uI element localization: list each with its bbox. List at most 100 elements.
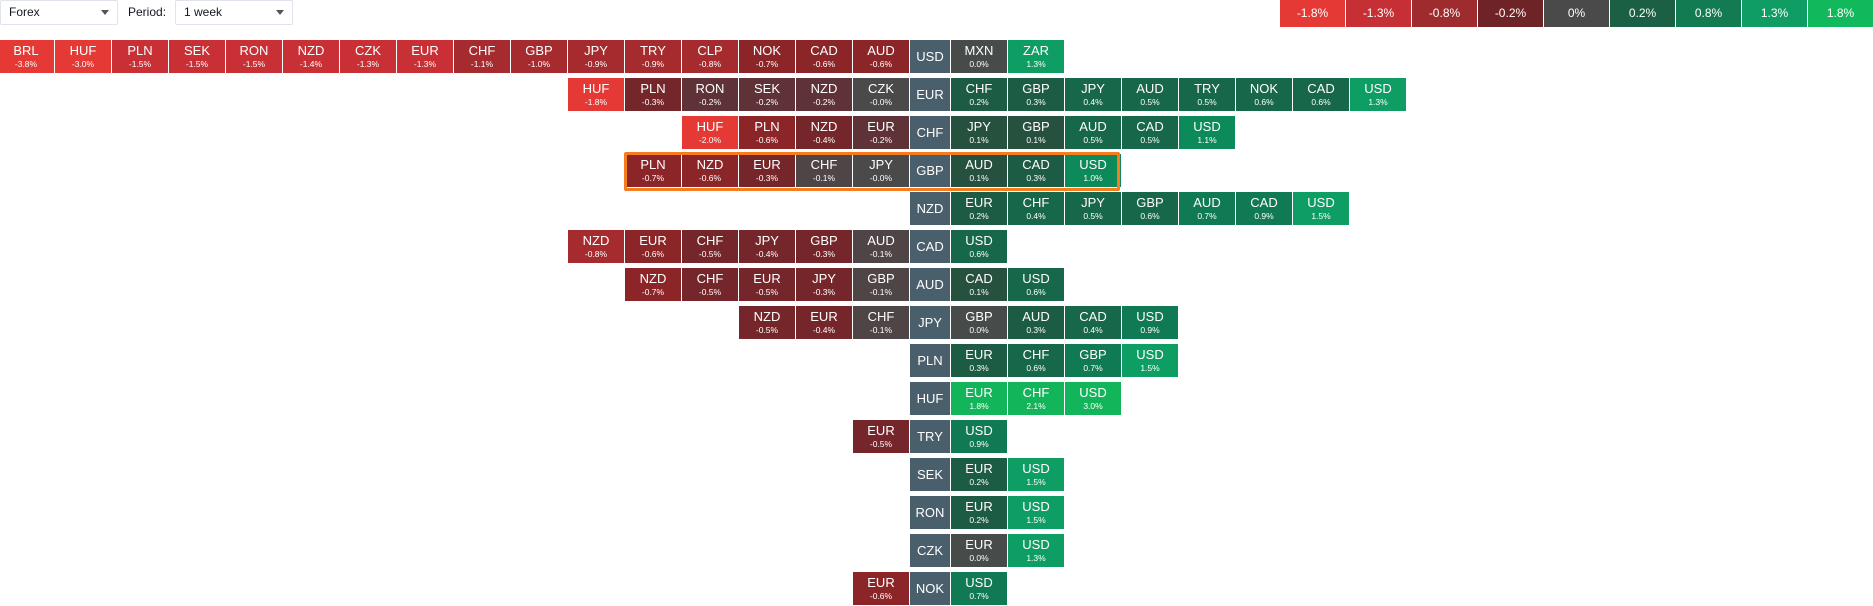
pair-cell-eur-jpy[interactable]: JPY 0.4% [1065,78,1121,111]
pair-cell-usd-czk[interactable]: CZK -1.3% [340,40,396,73]
pair-cell-usd-clp[interactable]: CLP -0.8% [682,40,738,73]
pair-cell-jpy-cad[interactable]: CAD 0.4% [1065,306,1121,339]
pair-cell-huf-chf[interactable]: CHF 2.1% [1008,382,1064,415]
pair-cell-nzd-eur[interactable]: EUR 0.2% [951,192,1007,225]
pair-cell-eur-nok[interactable]: NOK 0.6% [1236,78,1292,111]
pair-cell-chf-jpy[interactable]: JPY 0.1% [951,116,1007,149]
base-currency-jpy[interactable]: JPY [910,306,950,339]
pair-cell-eur-ron[interactable]: RON -0.2% [682,78,738,111]
pair-cell-gbp-jpy[interactable]: JPY -0.0% [853,154,909,187]
pair-cell-nzd-chf[interactable]: CHF 0.4% [1008,192,1064,225]
pair-cell-usd-try[interactable]: TRY -0.9% [625,40,681,73]
period-select[interactable]: 1 week [175,0,293,25]
pair-cell-usd-huf[interactable]: HUF -3.0% [55,40,111,73]
base-currency-gbp[interactable]: GBP [910,154,950,187]
pair-cell-jpy-eur[interactable]: EUR -0.4% [796,306,852,339]
pair-cell-eur-huf[interactable]: HUF -1.8% [568,78,624,111]
pair-cell-usd-zar[interactable]: ZAR 1.3% [1008,40,1064,73]
pair-cell-nzd-cad[interactable]: CAD 0.9% [1236,192,1292,225]
pair-cell-jpy-nzd[interactable]: NZD -0.5% [739,306,795,339]
market-select[interactable]: Forex [0,0,118,25]
base-currency-try[interactable]: TRY [910,420,950,453]
pair-cell-eur-pln[interactable]: PLN -0.3% [625,78,681,111]
pair-cell-cad-usd[interactable]: USD 0.6% [951,230,1007,263]
pair-cell-usd-cad[interactable]: CAD -0.6% [796,40,852,73]
pair-cell-gbp-aud[interactable]: AUD 0.1% [951,154,1007,187]
pair-cell-pln-gbp[interactable]: GBP 0.7% [1065,344,1121,377]
pair-cell-aud-jpy[interactable]: JPY -0.3% [796,268,852,301]
pair-cell-usd-mxn[interactable]: MXN 0.0% [951,40,1007,73]
pair-cell-chf-pln[interactable]: PLN -0.6% [739,116,795,149]
pair-cell-czk-usd[interactable]: USD 1.3% [1008,534,1064,567]
pair-cell-chf-aud[interactable]: AUD 0.5% [1065,116,1121,149]
pair-cell-cad-aud[interactable]: AUD -0.1% [853,230,909,263]
base-currency-sek[interactable]: SEK [910,458,950,491]
pair-cell-eur-nzd[interactable]: NZD -0.2% [796,78,852,111]
pair-cell-pln-usd[interactable]: USD 1.5% [1122,344,1178,377]
pair-cell-chf-gbp[interactable]: GBP 0.1% [1008,116,1064,149]
pair-cell-eur-aud[interactable]: AUD 0.5% [1122,78,1178,111]
pair-cell-cad-nzd[interactable]: NZD -0.8% [568,230,624,263]
pair-cell-pln-chf[interactable]: CHF 0.6% [1008,344,1064,377]
pair-cell-chf-eur[interactable]: EUR -0.2% [853,116,909,149]
base-currency-pln[interactable]: PLN [910,344,950,377]
pair-cell-cad-chf[interactable]: CHF -0.5% [682,230,738,263]
pair-cell-chf-nzd[interactable]: NZD -0.4% [796,116,852,149]
pair-cell-usd-gbp[interactable]: GBP -1.0% [511,40,567,73]
pair-cell-huf-usd[interactable]: USD 3.0% [1065,382,1121,415]
pair-cell-usd-sek[interactable]: SEK -1.5% [169,40,225,73]
pair-cell-nzd-usd[interactable]: USD 1.5% [1293,192,1349,225]
pair-cell-eur-gbp[interactable]: GBP 0.3% [1008,78,1064,111]
pair-cell-nok-eur[interactable]: EUR -0.6% [853,572,909,605]
pair-cell-gbp-usd[interactable]: USD 1.0% [1065,154,1121,187]
pair-cell-usd-pln[interactable]: PLN -1.5% [112,40,168,73]
pair-cell-eur-usd[interactable]: USD 1.3% [1350,78,1406,111]
pair-cell-gbp-eur[interactable]: EUR -0.3% [739,154,795,187]
base-currency-nzd[interactable]: NZD [910,192,950,225]
pair-cell-chf-huf[interactable]: HUF -2.0% [682,116,738,149]
pair-cell-try-eur[interactable]: EUR -0.5% [853,420,909,453]
pair-cell-gbp-nzd[interactable]: NZD -0.6% [682,154,738,187]
pair-cell-jpy-chf[interactable]: CHF -0.1% [853,306,909,339]
pair-cell-usd-jpy[interactable]: JPY -0.9% [568,40,624,73]
pair-cell-jpy-gbp[interactable]: GBP 0.0% [951,306,1007,339]
pair-cell-eur-chf[interactable]: CHF 0.2% [951,78,1007,111]
pair-cell-aud-cad[interactable]: CAD 0.1% [951,268,1007,301]
base-currency-aud[interactable]: AUD [910,268,950,301]
pair-cell-czk-eur[interactable]: EUR 0.0% [951,534,1007,567]
pair-cell-chf-cad[interactable]: CAD 0.5% [1122,116,1178,149]
pair-cell-gbp-chf[interactable]: CHF -0.1% [796,154,852,187]
pair-cell-gbp-cad[interactable]: CAD 0.3% [1008,154,1064,187]
base-currency-eur[interactable]: EUR [910,78,950,111]
base-currency-ron[interactable]: RON [910,496,950,529]
pair-cell-cad-eur[interactable]: EUR -0.6% [625,230,681,263]
pair-cell-ron-usd[interactable]: USD 1.5% [1008,496,1064,529]
pair-cell-try-usd[interactable]: USD 0.9% [951,420,1007,453]
pair-cell-aud-usd[interactable]: USD 0.6% [1008,268,1064,301]
pair-cell-eur-try[interactable]: TRY 0.5% [1179,78,1235,111]
pair-cell-aud-gbp[interactable]: GBP -0.1% [853,268,909,301]
pair-cell-eur-czk[interactable]: CZK -0.0% [853,78,909,111]
pair-cell-usd-ron[interactable]: RON -1.5% [226,40,282,73]
pair-cell-pln-eur[interactable]: EUR 0.3% [951,344,1007,377]
pair-cell-nzd-jpy[interactable]: JPY 0.5% [1065,192,1121,225]
pair-cell-chf-usd[interactable]: USD 1.1% [1179,116,1235,149]
base-currency-chf[interactable]: CHF [910,116,950,149]
pair-cell-nzd-aud[interactable]: AUD 0.7% [1179,192,1235,225]
base-currency-nok[interactable]: NOK [910,572,950,605]
pair-cell-gbp-pln[interactable]: PLN -0.7% [625,154,681,187]
base-currency-czk[interactable]: CZK [910,534,950,567]
pair-cell-nzd-gbp[interactable]: GBP 0.6% [1122,192,1178,225]
pair-cell-usd-nzd[interactable]: NZD -1.4% [283,40,339,73]
pair-cell-usd-aud[interactable]: AUD -0.6% [853,40,909,73]
pair-cell-aud-eur[interactable]: EUR -0.5% [739,268,795,301]
base-currency-huf[interactable]: HUF [910,382,950,415]
base-currency-usd[interactable]: USD [910,40,950,73]
pair-cell-aud-nzd[interactable]: NZD -0.7% [625,268,681,301]
pair-cell-usd-nok[interactable]: NOK -0.7% [739,40,795,73]
pair-cell-usd-eur[interactable]: EUR -1.3% [397,40,453,73]
pair-cell-jpy-aud[interactable]: AUD 0.3% [1008,306,1064,339]
pair-cell-jpy-usd[interactable]: USD 0.9% [1122,306,1178,339]
pair-cell-huf-eur[interactable]: EUR 1.8% [951,382,1007,415]
pair-cell-usd-brl[interactable]: BRL -3.8% [0,40,54,73]
